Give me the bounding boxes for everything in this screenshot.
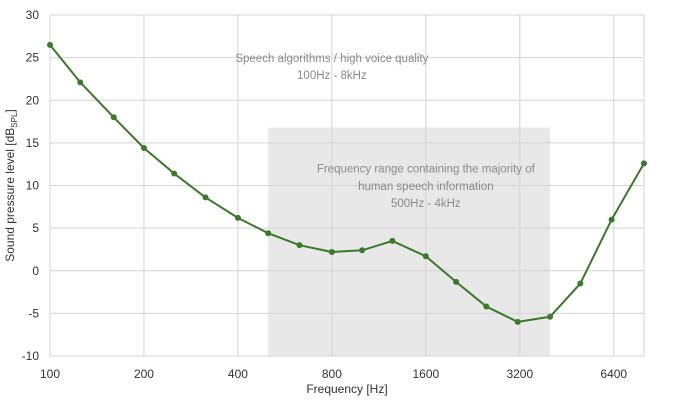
y-tick-label: 10 — [26, 179, 40, 193]
annotation-text: 500Hz - 4kHz — [391, 198, 461, 210]
data-point — [547, 313, 554, 320]
data-point — [453, 278, 460, 285]
x-tick-label: 6400 — [600, 367, 627, 381]
x-tick-label: 800 — [322, 367, 342, 381]
y-tick-label: 20 — [26, 93, 40, 107]
y-tick-label: 0 — [32, 264, 39, 278]
y-tick-label: 30 — [26, 8, 40, 22]
data-point — [514, 318, 521, 325]
x-tick-label: 100 — [40, 367, 60, 381]
y-axis-title: Sound pressure level [dBSPL] — [3, 109, 19, 262]
data-point — [328, 248, 335, 255]
data-point — [359, 247, 366, 254]
series-line — [49, 44, 645, 323]
data-point — [265, 230, 272, 237]
data-point — [110, 114, 117, 121]
y-tick-label: 5 — [32, 221, 39, 235]
data-point — [389, 237, 396, 244]
data-point — [171, 170, 178, 177]
data-point — [483, 303, 490, 310]
x-axis-title: Frequency [Hz] — [306, 382, 387, 396]
y-tick-label: -5 — [28, 306, 39, 320]
x-tick-label: 3200 — [506, 367, 533, 381]
y-tick-label: 15 — [26, 136, 40, 150]
annotation-text: 100Hz - 8kHz — [297, 70, 367, 82]
annotation-text: Speech algorithms / high voice quality — [235, 53, 428, 65]
annotation-text: human speech information — [358, 181, 494, 193]
data-point — [47, 41, 53, 48]
data-point — [234, 214, 241, 221]
x-tick-label: 1600 — [412, 367, 439, 381]
data-point — [202, 194, 209, 201]
y-tick-label: -10 — [22, 349, 40, 363]
data-point — [296, 242, 303, 249]
y-tick-label: 25 — [26, 51, 40, 65]
data-point — [641, 160, 647, 167]
data-point — [608, 216, 615, 223]
data-point — [577, 280, 584, 287]
data-point — [77, 79, 84, 86]
annotation-text: Frequency range containing the majority … — [317, 164, 536, 176]
x-tick-label: 400 — [228, 367, 248, 381]
data-point — [422, 253, 429, 260]
data-point — [140, 144, 147, 151]
x-tick-label: 200 — [134, 367, 154, 381]
speech-range-band — [268, 127, 551, 356]
